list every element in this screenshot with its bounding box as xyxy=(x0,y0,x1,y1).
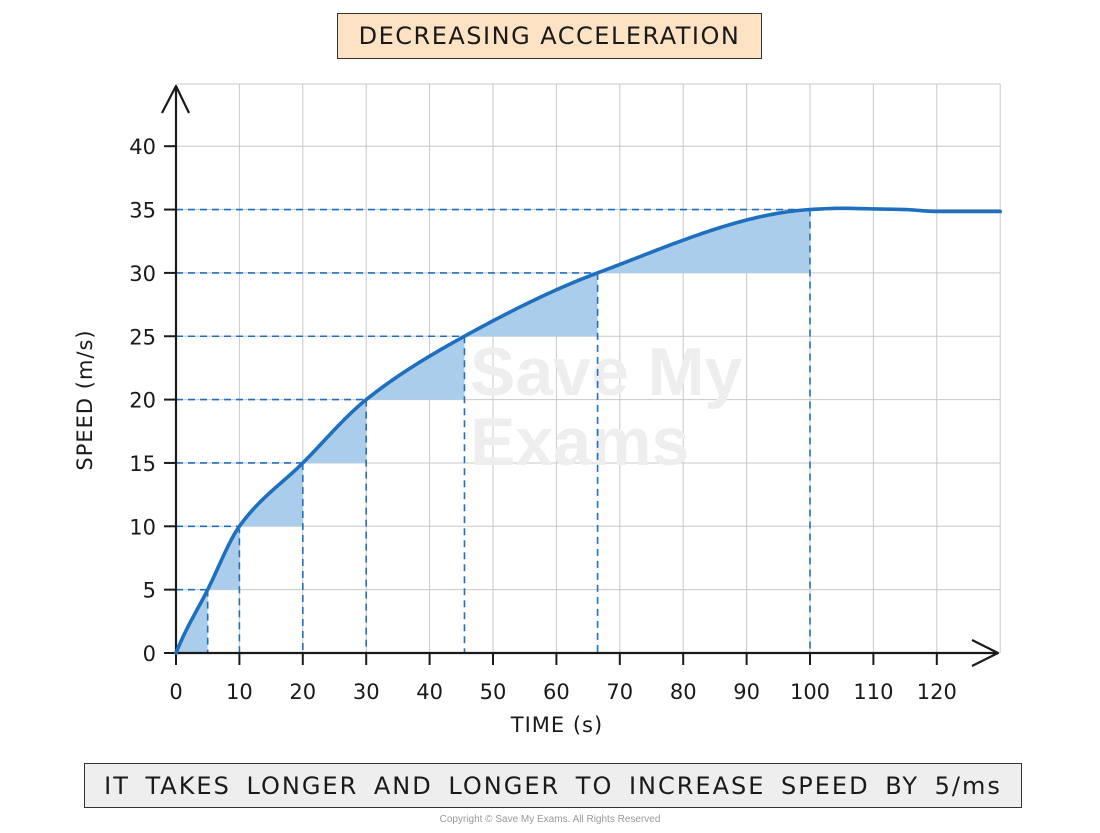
watermark: Save My Exams xyxy=(470,334,742,480)
y-axis-label: SPEED (m/s) xyxy=(73,329,97,470)
x-tick-label: 90 xyxy=(733,680,760,704)
x-tick-label: 40 xyxy=(416,680,443,704)
y-tick-label: 15 xyxy=(129,452,156,476)
y-tick-label: 20 xyxy=(129,389,156,413)
y-tick-label: 0 xyxy=(143,642,156,666)
x-tick-label: 80 xyxy=(670,680,697,704)
y-tick-label: 30 xyxy=(129,262,156,286)
x-tick-label: 20 xyxy=(289,680,316,704)
y-tick-label: 10 xyxy=(129,515,156,539)
x-tick-label: 10 xyxy=(226,680,253,704)
y-tick-label: 25 xyxy=(129,325,156,349)
axes xyxy=(161,84,1000,667)
speed-curve xyxy=(174,206,1002,655)
x-axis-label: TIME (s) xyxy=(510,713,603,737)
shaded-region xyxy=(597,209,810,273)
tick-labels: 0 10 20 30 40 50 60 70 80 90 100 110 120 0 5 10 15 20 25 30… xyxy=(129,135,957,704)
speed-line xyxy=(174,206,1002,655)
x-tick-label: 120 xyxy=(917,680,957,704)
y-axis-arrow xyxy=(161,84,190,114)
shaded-region xyxy=(464,272,598,337)
y-tick-label: 40 xyxy=(129,135,156,159)
dashed-guides xyxy=(176,208,811,653)
x-tick-label: 30 xyxy=(353,680,380,704)
x-tick-label: 110 xyxy=(853,680,893,704)
y-tick-label: 5 xyxy=(143,579,156,603)
x-tick-label: 70 xyxy=(606,680,633,704)
x-tick-label: 100 xyxy=(790,680,830,704)
chart-title: DECREASING ACCELERATION xyxy=(337,13,762,59)
x-tick-label: 60 xyxy=(543,680,570,704)
x-tick-label: 0 xyxy=(169,680,182,704)
watermark-line-2: Exams xyxy=(470,404,689,480)
y-tick-label: 35 xyxy=(129,199,156,223)
x-axis-arrow xyxy=(971,639,1000,667)
x-tick-label: 50 xyxy=(480,680,507,704)
copyright-notice: Copyright © Save My Exams. All Rights Re… xyxy=(439,814,661,825)
watermark-line-1: Save My xyxy=(470,334,742,410)
caption: IT TAKES LONGER AND LONGER TO INCREASE S… xyxy=(84,763,1022,808)
